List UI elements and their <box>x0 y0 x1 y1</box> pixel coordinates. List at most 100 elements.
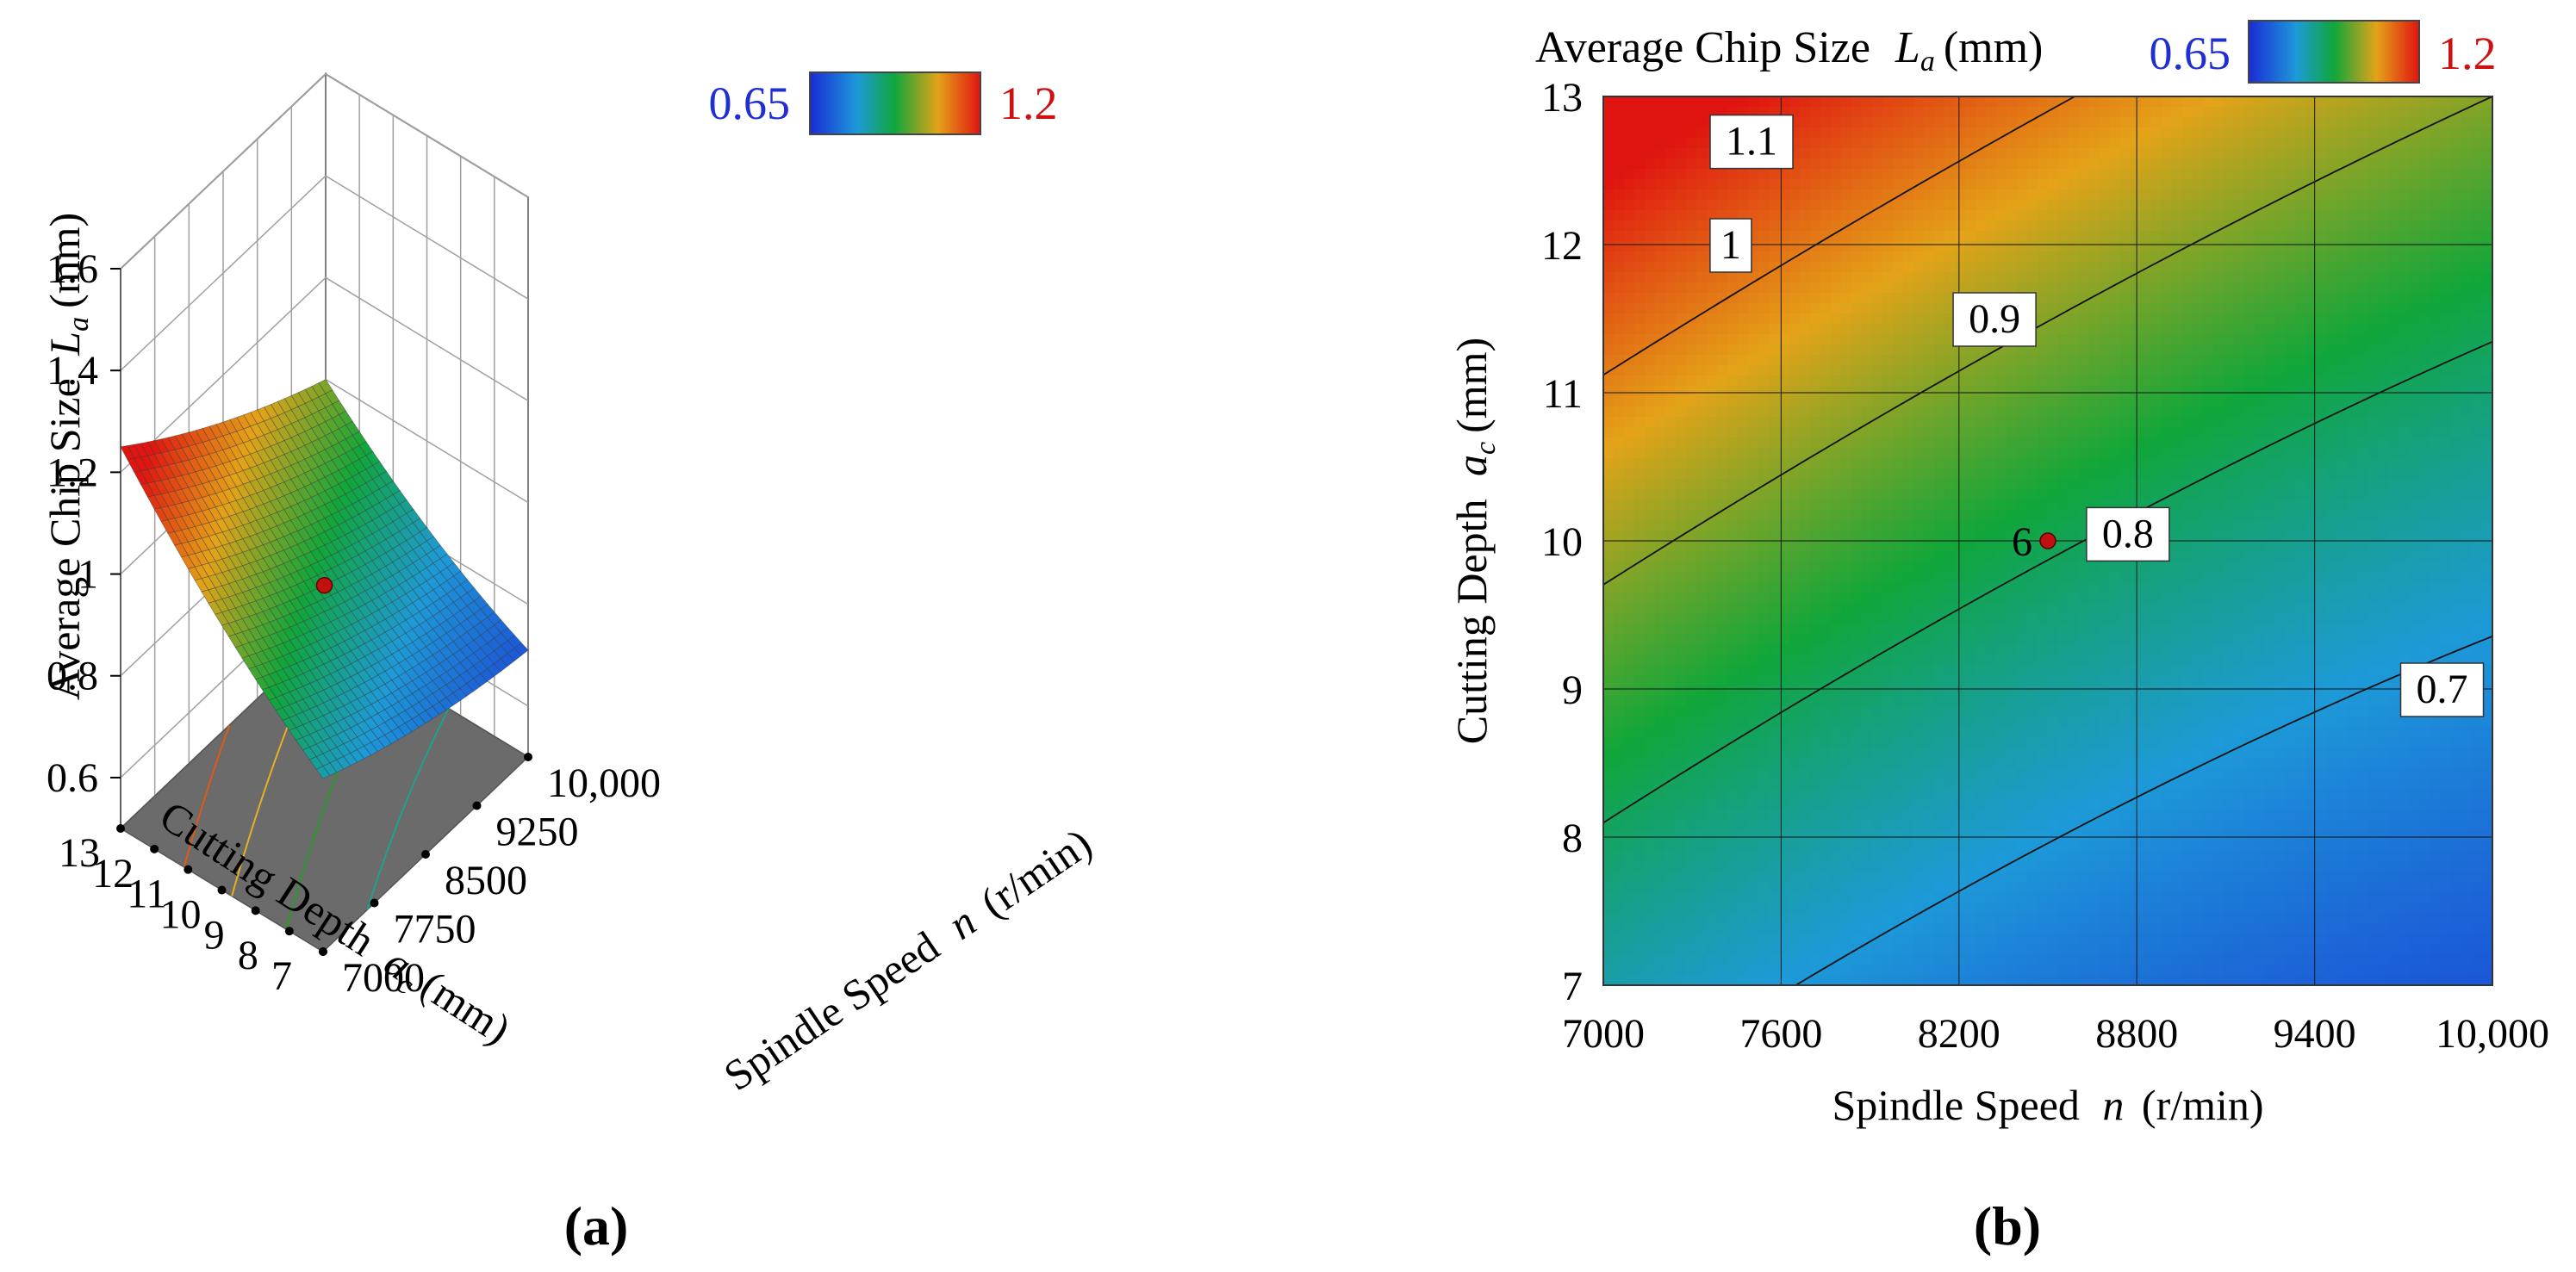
b-heat-cell <box>1727 913 1739 924</box>
b-heat-cell <box>1769 562 1780 573</box>
b-heat-cell <box>1634 655 1646 666</box>
b-heat-cell <box>1624 531 1635 542</box>
b-heat-cell <box>1748 293 1759 304</box>
b-heat-cell <box>1686 737 1697 748</box>
b-heat-cell <box>1893 603 1904 614</box>
b-heat-cell <box>2058 293 2069 304</box>
a-z-label-unit: (mm) <box>40 213 89 308</box>
b-heat-cell <box>1893 830 1904 841</box>
b-heat-cell <box>1841 158 1852 170</box>
b-heat-cell <box>1727 303 1739 314</box>
b-heat-cell <box>1820 520 1832 531</box>
b-heat-cell <box>1717 841 1728 852</box>
b-heat-cell <box>1986 417 1997 428</box>
b-heat-cell <box>1986 882 1997 893</box>
b-heat-cell <box>1820 96 1832 108</box>
b-heat-cell <box>1645 282 1656 294</box>
b-heat-cell <box>1913 665 1925 676</box>
b-heat-cell <box>2038 686 2049 697</box>
b-heat-cell <box>1676 427 1687 438</box>
b-heat-cell <box>1976 231 1987 242</box>
b-heat-cell <box>1789 954 1801 965</box>
b-heat-cell <box>1665 396 1677 407</box>
b-heat-cell <box>1603 748 1615 759</box>
b-heat-cell <box>1913 737 1925 748</box>
b-heat-cell <box>1882 334 1894 345</box>
b-heat-cell <box>1913 789 1925 800</box>
b-heat-cell <box>1738 582 1749 593</box>
b-heat-cell <box>1645 189 1656 201</box>
b-heat-cell <box>1758 468 1770 480</box>
b-heat-cell <box>1913 220 1925 232</box>
b-heat-cell <box>1862 768 1873 779</box>
b-heat-cell <box>2007 913 2018 924</box>
b-heat-cell <box>1696 851 1708 862</box>
b-heat-cell <box>1986 551 1997 562</box>
b-heat-cell <box>1955 727 1966 738</box>
b-heat-cell <box>1851 448 1863 459</box>
b-heat-cell <box>1820 117 1832 128</box>
b-heat-cell <box>1603 851 1615 862</box>
b-heat-cell <box>2017 468 2028 480</box>
b-heat-cell <box>1976 562 1987 573</box>
b-heat-cell <box>1810 127 1821 139</box>
b-heat-cell <box>2038 572 2049 583</box>
b-heat-cell <box>2048 406 2059 418</box>
b-heat-cell <box>1810 934 1821 945</box>
b-heat-cell <box>1955 923 1966 934</box>
b-heat-cell <box>1924 655 1935 666</box>
b-heat-cell <box>1696 200 1708 211</box>
b-heat-cell <box>2079 355 2090 366</box>
b-heat-cell <box>1862 944 1873 955</box>
b-heat-cell <box>1789 944 1801 955</box>
b-heat-cell <box>1820 655 1832 666</box>
b-heat-cell <box>1707 634 1718 645</box>
b-heat-cell <box>1624 613 1635 624</box>
b-heat-cell <box>1810 210 1821 221</box>
b-heat-cell <box>1779 582 1790 593</box>
b-heat-cell <box>1903 923 1914 934</box>
b-heat-cell <box>2058 613 2069 624</box>
b-heat-cell <box>1903 520 1914 531</box>
b-heat-cell <box>1758 365 1770 376</box>
b-heat-cell <box>1645 572 1656 583</box>
a-wall-grid <box>120 276 529 473</box>
b-heat-cell <box>1944 375 1956 387</box>
b-heat-cell <box>1624 179 1635 190</box>
b-heat-cell <box>1965 262 1976 273</box>
b-heat-cell <box>1934 396 1945 407</box>
b-heat-cell <box>1800 479 1811 490</box>
b-heat-cell <box>1789 655 1801 666</box>
b-heat-cell <box>1893 665 1904 676</box>
b-heat-cell <box>2058 334 2069 345</box>
b-heat-cell <box>1986 851 1997 862</box>
b-heat-cell <box>1614 841 1625 852</box>
b-heat-cell <box>1955 200 1966 211</box>
b-heat-cell <box>1924 179 1935 190</box>
b-heat-cell <box>1924 324 1935 335</box>
b-heat-cell <box>1800 313 1811 325</box>
b-heat-cell <box>1717 686 1728 697</box>
b-heat-cell <box>1665 365 1677 376</box>
b-heat-cell <box>1944 241 1956 252</box>
b-heat-cell <box>1696 396 1708 407</box>
b-heat-cell <box>1820 934 1832 945</box>
b-heat-cell <box>2027 541 2038 552</box>
b-heat-cell <box>1707 717 1718 728</box>
b-heat-cell <box>2027 644 2038 655</box>
a-colorbar: 0.65 1.2 <box>709 71 1058 135</box>
b-heat-cell <box>1986 96 1997 108</box>
b-heat-cell <box>2048 169 2059 180</box>
b-heat-cell <box>1758 251 1770 263</box>
b-heat-cell <box>1976 344 1987 356</box>
b-heat-cell <box>1944 169 1956 180</box>
b-heat-cell <box>1686 531 1697 542</box>
b-heat-cell <box>2048 489 2059 500</box>
b-heat-cell <box>1913 117 1925 128</box>
b-heat-cell <box>2017 107 2028 118</box>
b-heat-cell <box>1655 479 1666 490</box>
b-heat-cell <box>1800 913 1811 924</box>
b-heat-cell <box>1603 841 1615 852</box>
b-heat-cell <box>1686 665 1697 676</box>
b-heat-cell <box>2079 479 2090 490</box>
